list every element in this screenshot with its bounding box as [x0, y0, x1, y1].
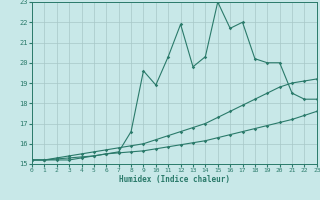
X-axis label: Humidex (Indice chaleur): Humidex (Indice chaleur)	[119, 175, 230, 184]
